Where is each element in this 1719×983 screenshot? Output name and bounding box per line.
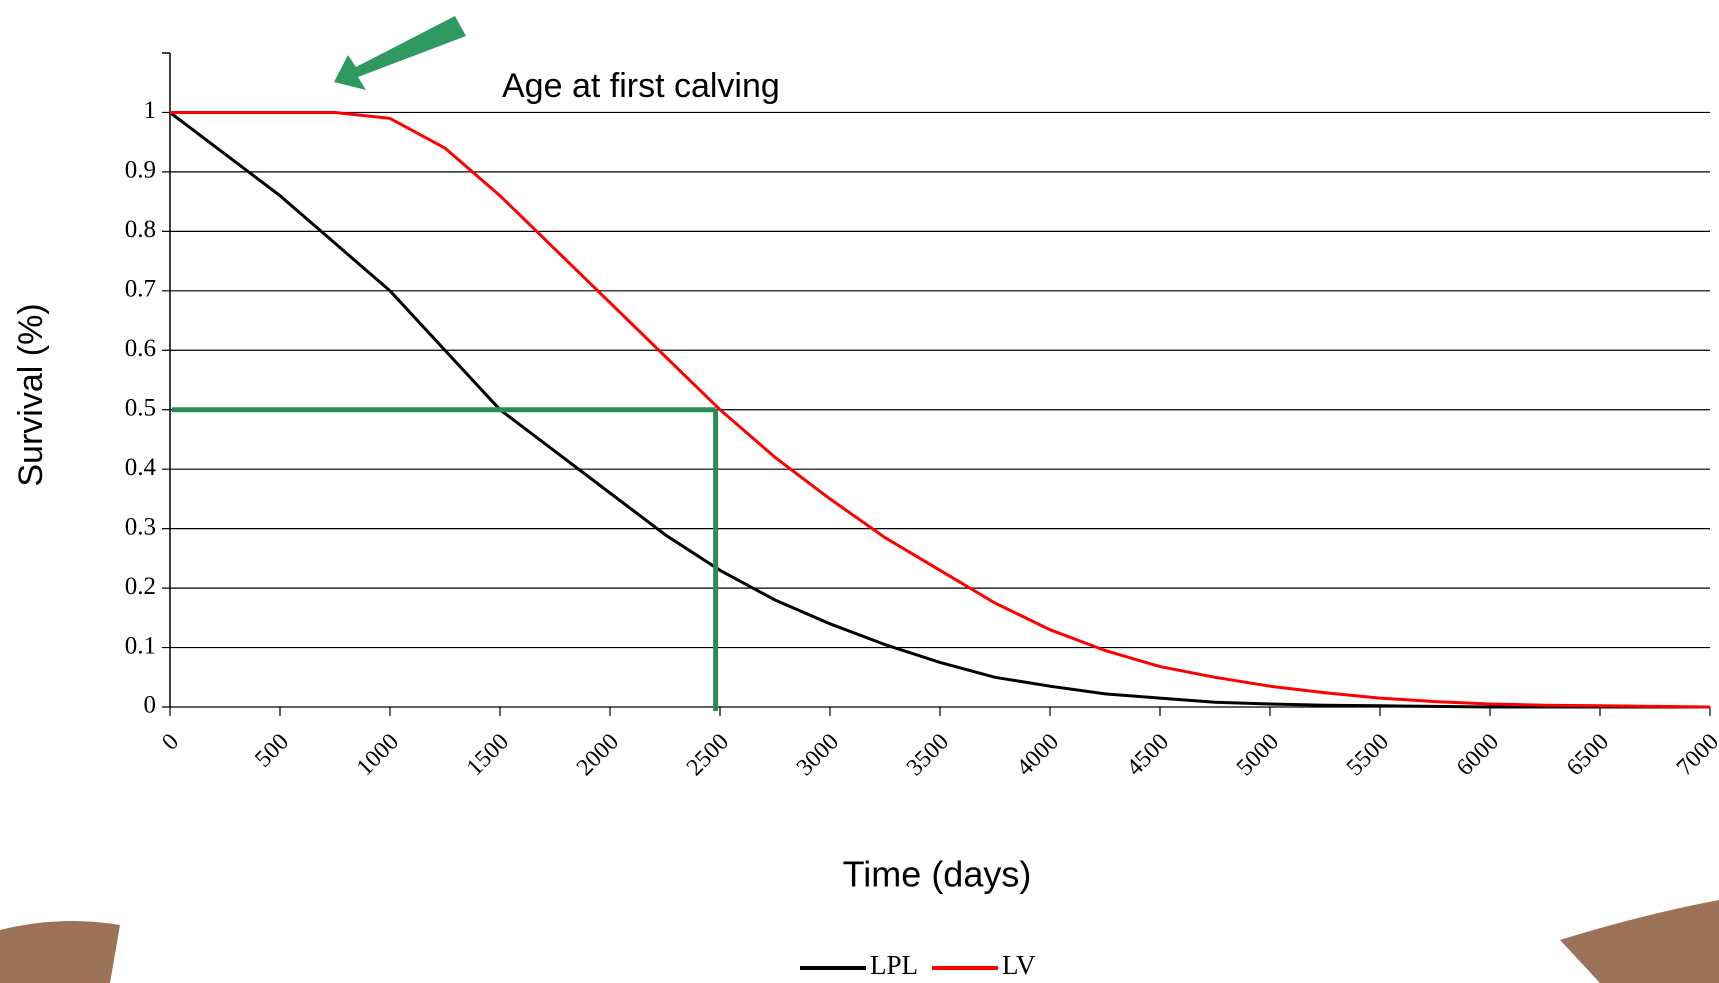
x-tick-label: 6000: [1452, 729, 1504, 781]
y-tick-label: 0.8: [125, 216, 156, 243]
y-tick-label: 0.2: [125, 573, 156, 600]
annotation: Age at first calving: [502, 67, 780, 105]
y-tick-label: 1: [144, 97, 157, 124]
x-tick-label: 2000: [572, 729, 624, 781]
decoration: [1560, 900, 1719, 983]
y-tick-label: 0.7: [125, 276, 156, 303]
y-tick-label: 0.4: [125, 454, 157, 481]
series-line: [169, 111, 1710, 709]
x-tick-label: 4000: [1012, 729, 1064, 781]
x-tick-label: 1500: [462, 729, 514, 781]
y-tick-label: 0.5: [125, 394, 156, 421]
x-axis-title: Time (days): [843, 854, 1032, 895]
y-tick-label: 0: [144, 692, 157, 719]
x-tick-label: 0: [157, 729, 184, 756]
x-tick-label: 3000: [792, 729, 844, 781]
x-tick-label: 500: [250, 729, 294, 773]
y-tick-label: 0.1: [125, 632, 156, 659]
annotation-arrow: [334, 16, 466, 90]
x-tick-label: 3500: [902, 729, 954, 781]
series-line: [170, 111, 1711, 709]
x-tick-label: 4500: [1122, 729, 1174, 781]
x-tick-label: 7000: [1672, 729, 1719, 781]
x-tick-label: 5500: [1342, 729, 1394, 781]
x-tick-label: 2500: [682, 729, 734, 781]
decoration: [0, 921, 120, 983]
plot-area: 0 0.1 0.2 0.3 0.4 0.5 0.6 0.7 0.8 0.9 1 0 500 1000 150…: [125, 52, 1719, 781]
y-tick-label: 0.6: [125, 335, 156, 362]
x-tick-label: 1000: [352, 729, 404, 781]
legend-label: LPL: [870, 950, 918, 980]
legend-label: LV: [1002, 950, 1036, 980]
y-axis-title: Survival (%): [12, 303, 50, 486]
y-tick-label: 0.3: [125, 513, 156, 540]
x-tick-label: 5000: [1232, 729, 1284, 781]
y-tick-label: 0.9: [125, 157, 156, 184]
x-tick-label: 6500: [1562, 729, 1614, 781]
